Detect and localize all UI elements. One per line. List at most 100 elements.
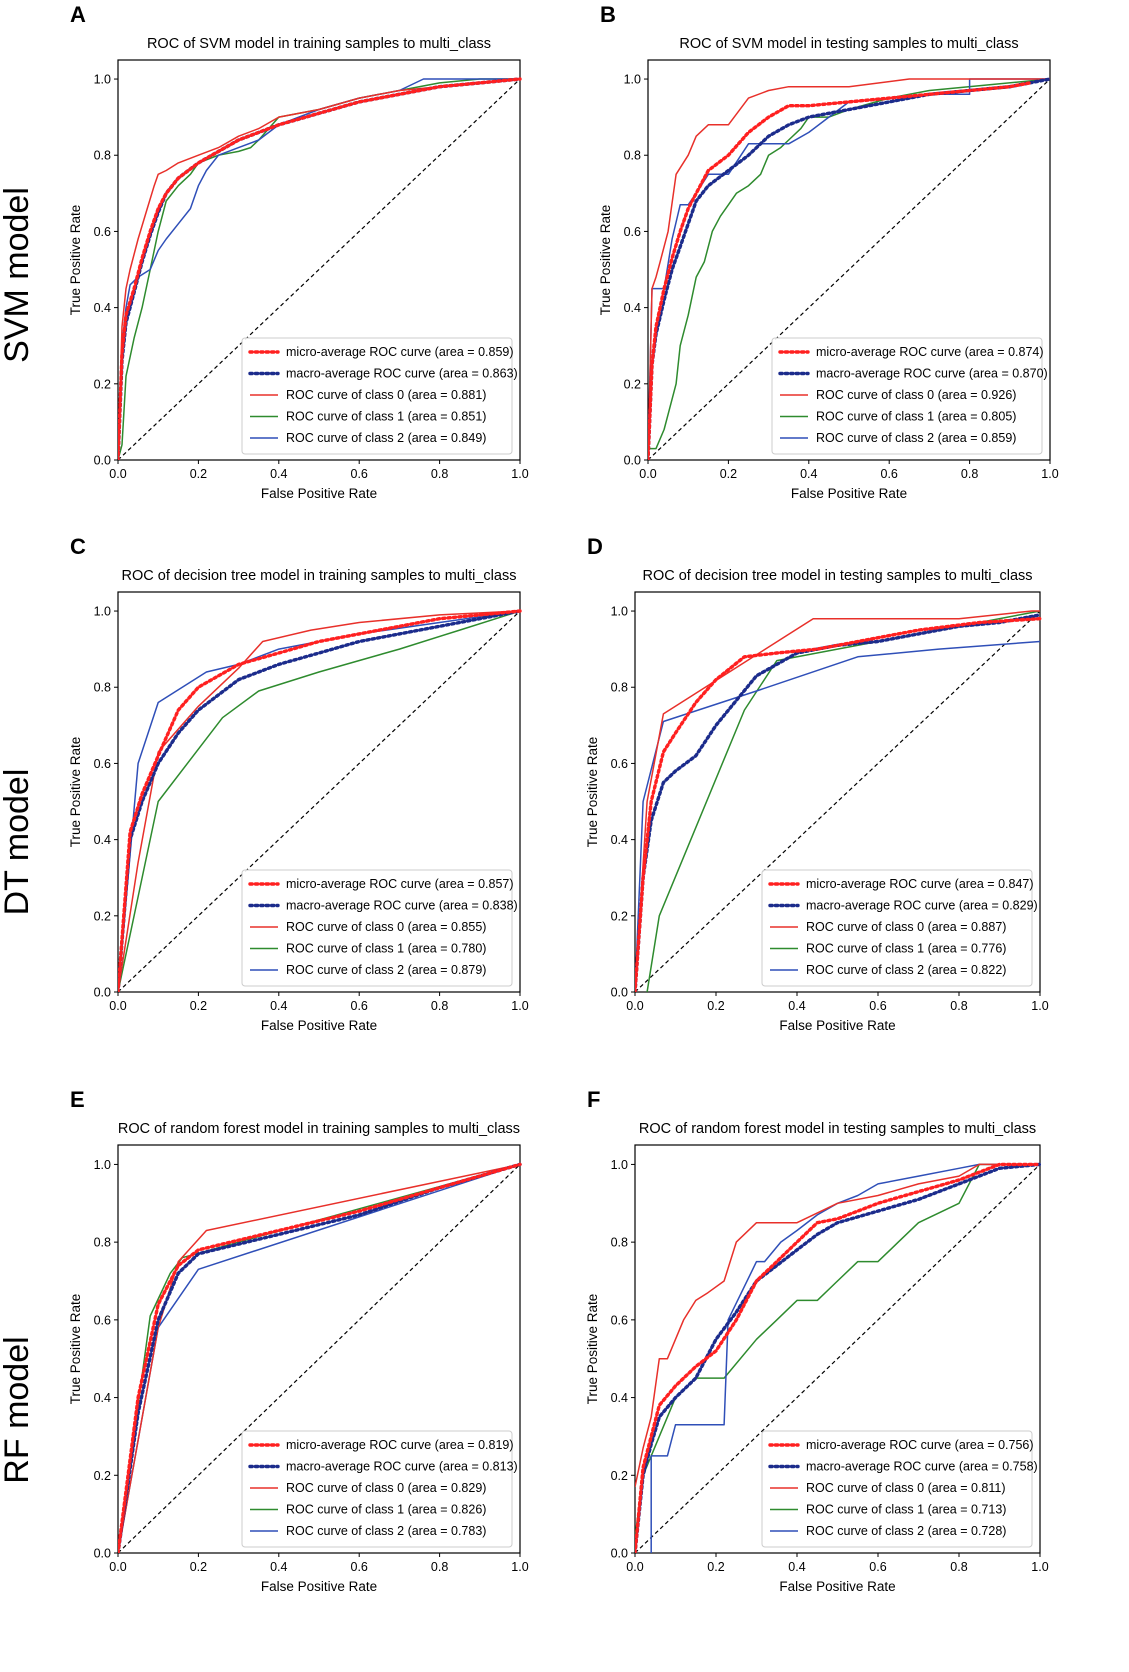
y-axis-label: True Positive Rate <box>68 737 83 848</box>
roc-line-macro <box>635 613 1042 992</box>
x-tick-label: 0.8 <box>431 467 448 481</box>
roc-line-class0 <box>118 610 521 992</box>
y-tick-label: 0.4 <box>624 301 641 315</box>
x-tick-label: 0.8 <box>431 999 448 1013</box>
y-tick-label: 1.0 <box>94 605 111 619</box>
y-tick-label: 0.8 <box>94 681 111 695</box>
y-tick-label: 0.0 <box>94 986 111 1000</box>
legend: micro-average ROC curve (area = 0.874) ma… <box>771 337 1048 455</box>
legend-box <box>771 337 1043 455</box>
panel-letter: F <box>587 1087 600 1112</box>
chart-title: ROC of SVM model in training samples to … <box>147 36 491 52</box>
legend-label-macro: macro-average ROC curve (area = 0.838) <box>286 899 518 913</box>
x-tick-label: 0.0 <box>626 1560 643 1574</box>
y-tick-label: 0.4 <box>611 833 628 847</box>
y-tick-label: 0.6 <box>624 225 641 239</box>
y-tick-label: 0.6 <box>94 225 111 239</box>
panel-letter: D <box>587 534 603 559</box>
row-label-rf: RF model <box>0 1336 36 1483</box>
y-tick-label: 1.0 <box>624 73 641 87</box>
y-tick-label: 0.0 <box>94 1547 111 1561</box>
x-axis-label: False Positive Rate <box>261 1018 377 1033</box>
chart-title: ROC of SVM model in testing samples to m… <box>679 36 1018 52</box>
legend-box <box>241 337 513 455</box>
x-tick-label: 0.6 <box>351 467 368 481</box>
legend-box <box>241 869 513 987</box>
y-tick-label: 0.4 <box>611 1391 628 1405</box>
roc-line-macro <box>635 1162 1042 1553</box>
x-tick-label: 0.6 <box>869 1560 886 1574</box>
x-tick-label: 0.8 <box>961 467 978 481</box>
roc-panel-f: F ROC of random forest model in testing s… <box>585 1087 1049 1594</box>
x-tick-label: 0.2 <box>707 999 724 1013</box>
legend-label-class0: ROC curve of class 0 (area = 0.887) <box>806 920 1006 934</box>
x-axis-label: False Positive Rate <box>261 1579 377 1594</box>
y-tick-label: 1.0 <box>611 605 628 619</box>
legend-label-class2: ROC curve of class 2 (area = 0.859) <box>816 431 1016 445</box>
x-tick-label: 0.0 <box>626 999 643 1013</box>
panel-letter: A <box>70 2 86 27</box>
legend-label-class0: ROC curve of class 0 (area = 0.811) <box>806 1481 1006 1495</box>
legend-label-macro: macro-average ROC curve (area = 0.870) <box>816 367 1048 381</box>
y-tick-label: 0.6 <box>611 1313 628 1327</box>
y-tick-label: 0.2 <box>94 377 111 391</box>
y-tick-label: 1.0 <box>611 1158 628 1172</box>
y-tick-label: 0.8 <box>94 149 111 163</box>
roc-line-class0 <box>635 610 1040 992</box>
chart-title: ROC of decision tree model in training s… <box>122 568 517 584</box>
x-tick-label: 0.8 <box>950 1560 967 1574</box>
y-tick-label: 0.8 <box>611 681 628 695</box>
x-tick-label: 1.0 <box>511 467 528 481</box>
roc-line-class0 <box>635 1163 1040 1488</box>
y-axis-label: True Positive Rate <box>585 1294 600 1405</box>
roc-line-class0 <box>118 1163 521 1553</box>
roc-line-class1 <box>635 1163 1040 1538</box>
chance-diagonal-line <box>634 610 1041 993</box>
x-tick-label: 0.6 <box>351 999 368 1013</box>
x-tick-label: 0.4 <box>270 1560 287 1574</box>
legend-label-micro: micro-average ROC curve (area = 0.819) <box>286 1438 514 1452</box>
panel-letter: E <box>70 1087 85 1112</box>
chart-title: ROC of decision tree model in testing sa… <box>642 568 1032 584</box>
x-tick-label: 0.2 <box>190 999 207 1013</box>
legend: micro-average ROC curve (area = 0.857) ma… <box>241 869 518 987</box>
plot-frame <box>117 1144 521 1554</box>
legend-box <box>241 1430 513 1548</box>
legend: micro-average ROC curve (area = 0.756) ma… <box>761 1430 1038 1548</box>
plot-frame <box>647 59 1051 461</box>
x-tick-label: 0.0 <box>109 999 126 1013</box>
legend-label-class1: ROC curve of class 1 (area = 0.826) <box>286 1503 486 1517</box>
y-tick-label: 0.4 <box>94 1391 111 1405</box>
roc-panel-c: C ROC of decision tree model in training … <box>68 534 529 1033</box>
x-tick-label: 0.4 <box>270 999 287 1013</box>
legend-label-micro: micro-average ROC curve (area = 0.756) <box>806 1438 1034 1452</box>
legend-label-macro: macro-average ROC curve (area = 0.863) <box>286 367 518 381</box>
y-tick-label: 0.6 <box>611 757 628 771</box>
roc-line-macro <box>118 609 522 992</box>
legend-label-class1: ROC curve of class 1 (area = 0.805) <box>816 410 1016 424</box>
chart-title: ROC of random forest model in testing sa… <box>639 1121 1036 1137</box>
y-tick-label: 0.0 <box>94 454 111 468</box>
y-tick-label: 0.2 <box>611 1469 628 1483</box>
x-tick-label: 0.6 <box>869 999 886 1013</box>
legend-label-micro: micro-average ROC curve (area = 0.847) <box>806 877 1034 891</box>
y-tick-label: 0.4 <box>94 833 111 847</box>
legend-label-class0: ROC curve of class 0 (area = 0.881) <box>286 388 486 402</box>
legend-label-micro: micro-average ROC curve (area = 0.857) <box>286 877 514 891</box>
plot-frame <box>634 1144 1041 1554</box>
roc-line-micro <box>118 609 522 992</box>
roc-line-class0 <box>118 78 521 460</box>
legend-label-macro: macro-average ROC curve (area = 0.829) <box>806 899 1038 913</box>
x-tick-label: 1.0 <box>1031 1560 1048 1574</box>
chance-diagonal-line <box>117 78 521 461</box>
row-label-dt: DT model <box>0 769 36 916</box>
x-tick-label: 0.8 <box>950 999 967 1013</box>
y-tick-label: 1.0 <box>94 73 111 87</box>
x-tick-label: 1.0 <box>1041 467 1058 481</box>
roc-panel-b: B ROC of SVM model in testing samples to … <box>598 2 1059 501</box>
legend-label-class2: ROC curve of class 2 (area = 0.728) <box>806 1524 1006 1538</box>
x-tick-label: 0.4 <box>270 467 287 481</box>
roc-line-micro <box>635 1162 1042 1553</box>
legend-label-class1: ROC curve of class 1 (area = 0.776) <box>806 942 1006 956</box>
